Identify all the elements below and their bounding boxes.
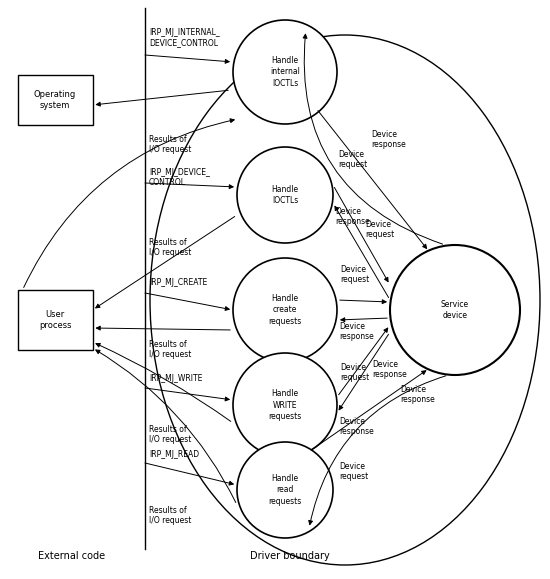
Circle shape	[233, 353, 337, 457]
Text: IRP_MJ_READ: IRP_MJ_READ	[149, 450, 199, 459]
Text: Device
response: Device response	[400, 385, 434, 404]
Text: Results of
I/O request: Results of I/O request	[149, 135, 191, 155]
Text: Handle
read
requests: Handle read requests	[268, 474, 301, 505]
Circle shape	[233, 20, 337, 124]
Text: Handle
IOCTLs: Handle IOCTLs	[272, 185, 299, 205]
Text: Driver boundary: Driver boundary	[250, 551, 330, 561]
Text: Device
request: Device request	[340, 265, 369, 284]
Text: IRP_MJ_INTERNAL_
DEVICE_CONTROL: IRP_MJ_INTERNAL_ DEVICE_CONTROL	[149, 28, 220, 47]
Text: Device
response: Device response	[339, 417, 374, 437]
Text: Results of
I/O request: Results of I/O request	[149, 238, 191, 258]
Text: Device
request: Device request	[338, 150, 367, 170]
Circle shape	[237, 442, 333, 538]
Circle shape	[390, 245, 520, 375]
Text: Operating
system: Operating system	[34, 90, 76, 109]
Text: Device
response: Device response	[371, 130, 406, 149]
Text: Device
response: Device response	[372, 360, 407, 379]
Text: Handle
WRITE
requests: Handle WRITE requests	[268, 390, 301, 420]
Text: IRP_MJ_DEVICE_
CONTROL: IRP_MJ_DEVICE_ CONTROL	[149, 168, 210, 188]
Text: Results of
I/O request: Results of I/O request	[149, 340, 191, 360]
Text: Device
request: Device request	[365, 220, 394, 239]
Text: Device
response: Device response	[339, 322, 374, 342]
Text: Device
request: Device request	[340, 363, 369, 382]
Text: Handle
create
requests: Handle create requests	[268, 294, 301, 325]
Text: Service
device: Service device	[441, 300, 469, 320]
Text: External code: External code	[39, 551, 106, 561]
Text: IRP_MJ_CREATE: IRP_MJ_CREATE	[149, 278, 207, 287]
Text: Results of
I/O request: Results of I/O request	[149, 506, 191, 525]
Text: Device
response: Device response	[335, 207, 370, 226]
FancyBboxPatch shape	[18, 290, 92, 350]
Text: Results of
I/O request: Results of I/O request	[149, 425, 191, 445]
Text: IRP_MJ_WRITE: IRP_MJ_WRITE	[149, 374, 202, 383]
FancyBboxPatch shape	[18, 75, 92, 125]
Text: Device
request: Device request	[339, 462, 369, 481]
Circle shape	[237, 147, 333, 243]
Circle shape	[233, 258, 337, 362]
Text: User
process: User process	[39, 310, 72, 329]
Text: Handle
internal
IOCTLs: Handle internal IOCTLs	[270, 56, 300, 87]
